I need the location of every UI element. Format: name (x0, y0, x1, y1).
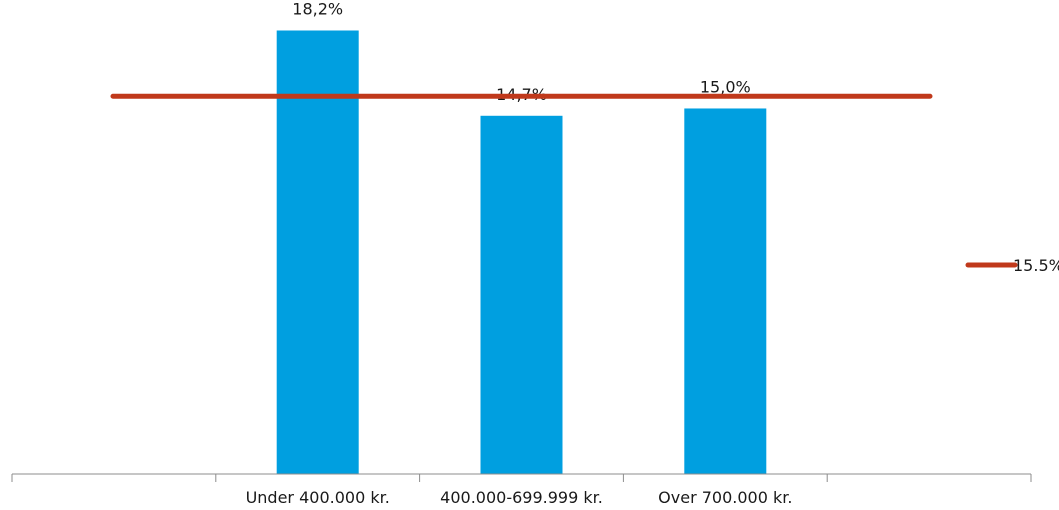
bar (684, 108, 767, 474)
legend-label: 15.5% (1013, 256, 1059, 275)
x-tick-label: Under 400.000 kr. (246, 488, 390, 507)
data-labels-layer: 18,2%14,7%15,0% (292, 0, 750, 104)
bar (480, 115, 563, 474)
legend: 15.5% (965, 256, 1059, 275)
data-label: 18,2% (292, 0, 343, 18)
x-tick-label: 400.000-699.999 kr. (440, 488, 603, 507)
bars-layer (276, 30, 767, 474)
x-axis: Under 400.000 kr. 400.000-699.999 kr. Over… (11, 473, 1032, 507)
data-label: 15,0% (700, 77, 751, 96)
x-tick-label: Over 700.000 kr. (658, 488, 792, 507)
bar (276, 30, 359, 474)
